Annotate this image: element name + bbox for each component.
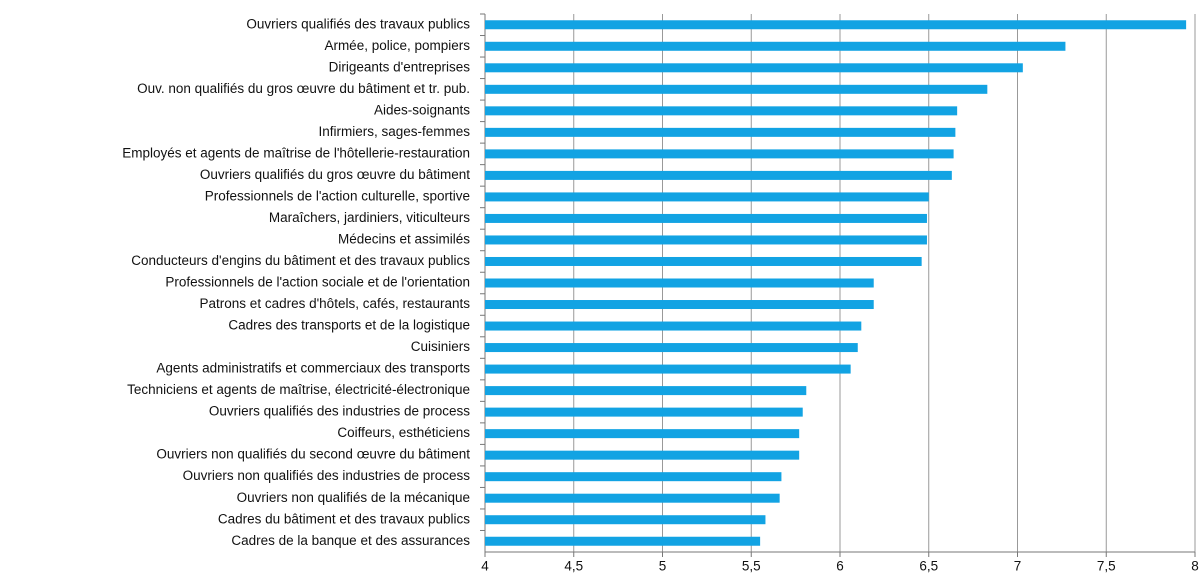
y-tick-label: Cadres des transports et de la logistiqu…	[228, 318, 470, 333]
bar	[485, 493, 780, 503]
bar	[485, 536, 761, 546]
bar	[485, 235, 927, 245]
bar	[485, 407, 803, 417]
y-tick-label: Cuisiniers	[411, 339, 471, 354]
x-tick-label: 4,5	[564, 559, 583, 574]
bar	[485, 63, 1023, 73]
bar	[485, 386, 807, 396]
x-tick-label: 7	[1014, 559, 1022, 574]
x-tick-label: 6	[836, 559, 844, 574]
x-tick-label: 5	[659, 559, 667, 574]
y-tick-label: Ouvriers qualifiés des travaux publics	[246, 16, 470, 31]
bar	[485, 429, 800, 439]
y-tick-label: Maraîchers, jardiniers, viticulteurs	[269, 210, 470, 225]
x-tick-label: 7,5	[1097, 559, 1116, 574]
bar	[485, 127, 956, 137]
bar	[485, 149, 954, 159]
x-tick-label: 5,5	[742, 559, 761, 574]
y-tick-label: Techniciens et agents de maîtrise, élect…	[127, 382, 470, 397]
bar	[485, 41, 1066, 51]
bar	[485, 106, 958, 116]
y-tick-label: Ouvriers non qualifiés des industries de…	[183, 468, 471, 483]
y-tick-label: Dirigeants d'entreprises	[329, 59, 471, 74]
y-tick-label: Ouvriers qualifiés du gros œuvre du bâti…	[200, 167, 470, 182]
y-tick-label: Cadres de la banque et des assurances	[231, 533, 470, 548]
bar	[485, 192, 929, 202]
bar	[485, 364, 851, 374]
x-tick-label: 8	[1191, 559, 1199, 574]
y-tick-label: Agents administratifs et commerciaux des…	[156, 361, 470, 376]
x-tick-label: 6,5	[919, 559, 938, 574]
y-tick-label: Professionnels de l'action culturelle, s…	[205, 188, 470, 203]
y-tick-label: Ouv. non qualifiés du gros œuvre du bâti…	[137, 81, 470, 96]
y-tick-label: Employés et agents de maîtrise de l'hôte…	[122, 145, 470, 160]
bar	[485, 256, 922, 266]
bar	[485, 321, 862, 331]
y-tick-label: Médecins et assimilés	[338, 232, 470, 247]
y-tick-label: Aides-soignants	[374, 102, 470, 117]
y-tick-label: Coiffeurs, esthéticiens	[337, 425, 470, 440]
y-tick-label: Ouvriers qualifiés des industries de pro…	[209, 404, 470, 419]
bar	[485, 213, 927, 223]
bar	[485, 84, 988, 94]
y-tick-label: Professionnels de l'action sociale et de…	[165, 275, 470, 290]
y-tick-label: Cadres du bâtiment et des travaux public…	[218, 511, 470, 526]
y-tick-label: Ouvriers non qualifiés de la mécanique	[237, 490, 470, 505]
y-tick-label: Patrons et cadres d'hôtels, cafés, resta…	[200, 296, 471, 311]
y-tick-label: Armée, police, pompiers	[324, 38, 470, 53]
bar	[485, 300, 874, 310]
bar	[485, 278, 874, 288]
y-tick-label: Conducteurs d'engins du bâtiment et des …	[131, 253, 470, 268]
bar	[485, 20, 1187, 30]
bar	[485, 515, 766, 525]
bar	[485, 450, 800, 460]
bar	[485, 343, 858, 353]
bar	[485, 170, 952, 180]
x-tick-label: 4	[481, 559, 489, 574]
y-tick-label: Infirmiers, sages-femmes	[318, 124, 470, 139]
y-tick-label: Ouvriers non qualifiés du second œuvre d…	[156, 447, 470, 462]
bar	[485, 472, 782, 482]
